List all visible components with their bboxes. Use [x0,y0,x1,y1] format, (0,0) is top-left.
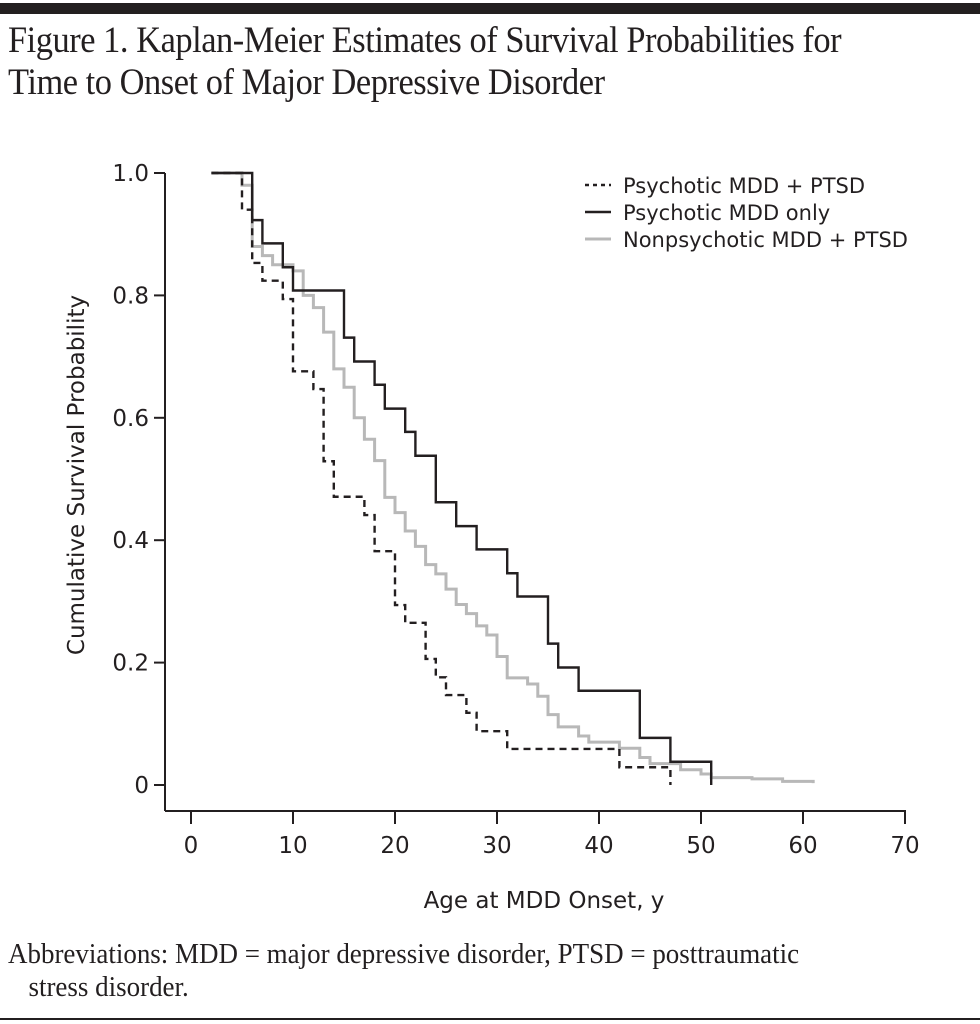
series-layer [211,171,815,785]
x-tick-label: 20 [380,833,409,859]
bottom-rule [0,1018,980,1020]
x-tick-label: 30 [482,833,511,859]
series-nonpsychotic-mdd-ptsd-line [211,171,815,784]
x-tick-label: 60 [788,833,817,859]
x-tick-label: 50 [686,833,715,859]
figure-title: Figure 1. Kaplan-Meier Estimates of Surv… [8,20,905,104]
km-chart: 0 0.2 0.4 0.6 0.8 1.0 0 10 20 30 40 50 60 70 Cumulat… [64,161,920,914]
footnote-line-2: stress disorder. [28,971,189,1003]
y-tick-label: 0.4 [112,528,149,554]
x-ticks: 0 10 20 30 40 50 60 70 [184,811,920,859]
y-tick-label: 0 [134,773,149,799]
footnote-line-1: Abbreviations: MDD = major depressive di… [8,938,800,970]
series-psychotic-mdd-only-line [211,171,713,785]
legend-label: Psychotic MDD + PTSD [623,174,865,198]
y-tick-label: 0.6 [112,406,149,432]
x-tick-label: 70 [890,833,919,859]
x-axis-label: Age at MDD Onset, y [424,888,665,914]
legend-label: Nonpsychotic MDD + PTSD [623,228,908,252]
legend: Psychotic MDD + PTSD Psychotic MDD only No… [585,174,908,252]
x-tick-label: 10 [278,833,307,859]
footnote: Abbreviations: MDD = major depressive di… [8,938,919,1004]
x-tick-label: 0 [184,833,199,859]
y-tick-label: 1.0 [112,161,149,187]
y-tick-label: 0.8 [112,283,149,309]
figure-title-line-1: Figure 1. Kaplan-Meier Estimates of Surv… [8,20,842,61]
figure-title-line-2: Time to Onset of Major Depressive Disord… [8,62,605,103]
legend-label: Psychotic MDD only [623,201,830,225]
series-psychotic-mdd-ptsd-line [211,171,672,785]
y-tick-label: 0.2 [112,651,149,677]
x-tick-label: 40 [584,833,613,859]
top-rule [0,3,980,14]
axes: 0 0.2 0.4 0.6 0.8 1.0 0 10 20 30 40 50 60 70 Cumulat… [64,161,920,914]
y-axis-label: Cumulative Survival Probability [64,295,90,655]
y-ticks: 0 0.2 0.4 0.6 0.8 1.0 [112,161,165,799]
